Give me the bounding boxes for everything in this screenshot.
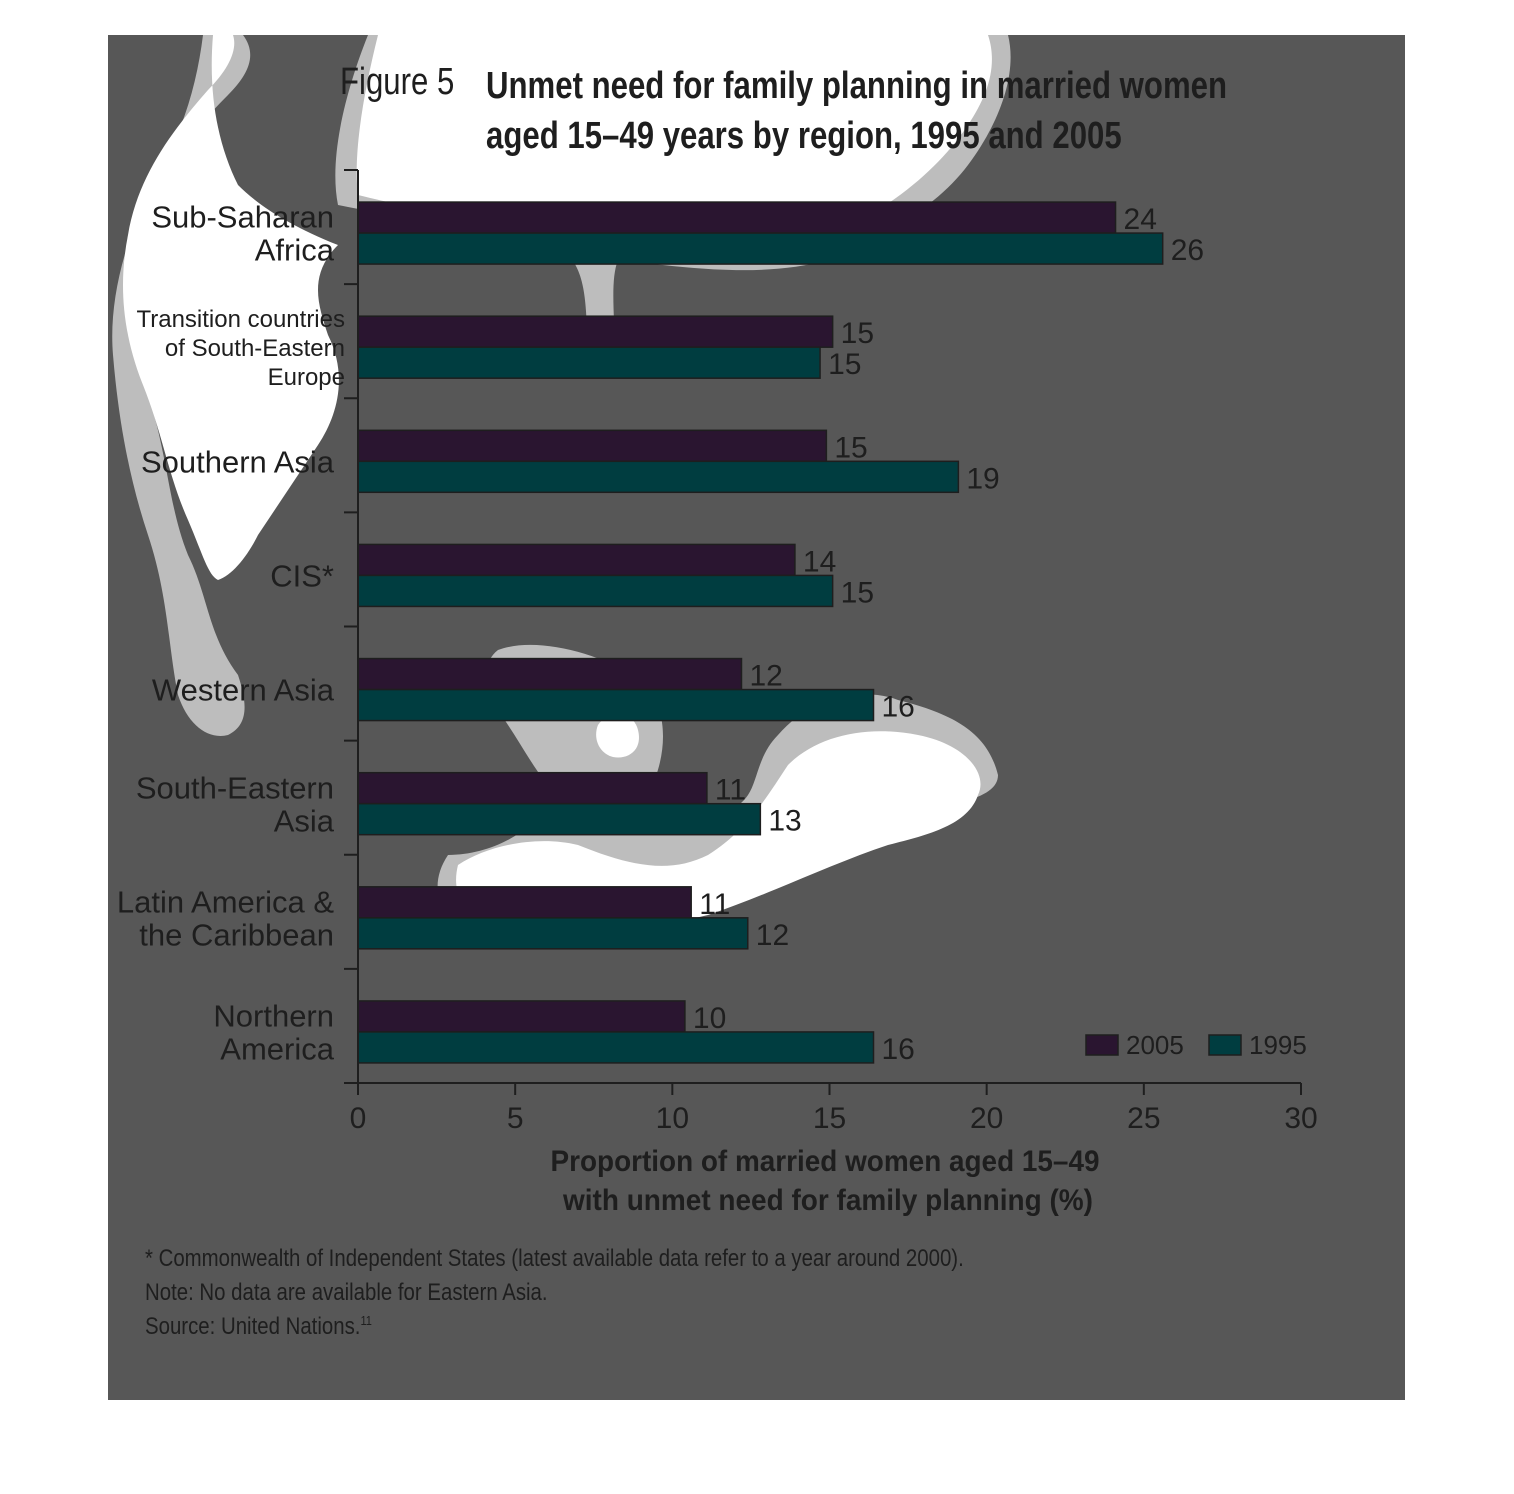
source-text: Source: United Nations.	[145, 1313, 361, 1340]
x-tick-label: 20	[970, 1102, 1003, 1135]
figure-title: Unmet need for family planning in marrie…	[486, 61, 1306, 161]
category-label: South-Eastern	[136, 770, 334, 805]
category-label: Western Asia	[152, 673, 335, 708]
value-label-1995: 16	[882, 691, 915, 724]
note-no-data: Note: No data are available for Eastern …	[145, 1279, 548, 1306]
value-label-1995: 16	[882, 1033, 915, 1066]
bar-2005	[357, 543, 796, 577]
bar-2005	[357, 771, 708, 805]
category-label: Africa	[255, 233, 335, 268]
category-label: Sub-Saharan	[151, 200, 334, 235]
bar-1995	[357, 460, 960, 494]
legend-label-2005: 2005	[1126, 1030, 1184, 1060]
bar-2005	[357, 429, 828, 463]
y-axis-ticks	[344, 169, 358, 1084]
category-label: Southern Asia	[141, 444, 335, 479]
value-label-1995: 15	[841, 576, 874, 609]
x-axis-ticks: 0 5 10 15 20 25 30	[350, 1083, 1318, 1135]
value-label-2005: 12	[749, 660, 782, 693]
source-reference: 11	[360, 1313, 372, 1328]
x-tick-label: 25	[1127, 1102, 1160, 1135]
value-label-2005: 14	[803, 545, 836, 578]
value-label-2005: 15	[841, 317, 874, 350]
category-label: of South-Eastern	[165, 335, 345, 362]
value-label-2005: 24	[1124, 203, 1157, 236]
value-label-2005: 15	[834, 431, 867, 464]
legend-swatch-2005	[1085, 1034, 1119, 1056]
x-axis-title-line1: Proportion of married women aged 15–49	[551, 1145, 1100, 1178]
bar-1995	[357, 917, 749, 950]
bar-1995	[357, 574, 834, 608]
figure-notes: * Commonwealth of Independent States (la…	[145, 1245, 1108, 1347]
category-label: Latin America &	[117, 884, 334, 919]
map-land-fill	[123, 35, 992, 932]
footnote-cis: * Commonwealth of Independent States (la…	[145, 1245, 964, 1272]
category-label: the Caribbean	[139, 917, 334, 952]
bar-2005	[357, 1000, 686, 1033]
value-label-2005: 10	[693, 1002, 726, 1035]
category-label: Europe	[268, 364, 345, 391]
bar-2005	[357, 201, 1117, 234]
x-tick-label: 15	[813, 1102, 846, 1135]
bar-2005	[357, 315, 834, 348]
x-tick-label: 30	[1284, 1102, 1317, 1135]
category-label: Transition countries	[136, 306, 345, 333]
category-label: CIS*	[270, 559, 334, 594]
bar-1995	[357, 802, 762, 836]
bar-1995	[357, 1031, 875, 1064]
value-label-2005: 11	[715, 774, 746, 807]
legend: 2005 1995	[1085, 1030, 1307, 1060]
value-label-1995: 12	[756, 919, 789, 952]
bar-1995	[357, 346, 821, 379]
category-label: Northern	[213, 999, 334, 1034]
bar-2005	[357, 657, 743, 691]
bar-1995	[357, 232, 1164, 265]
figure-label: Figure 5	[340, 61, 455, 103]
value-label-1995: 13	[768, 805, 801, 838]
x-tick-label: 0	[350, 1102, 367, 1135]
legend-swatch-1995	[1208, 1034, 1242, 1056]
figure-panel: Sub-Saharan Africa Transition countries of …	[108, 35, 1405, 1400]
x-tick-label: 5	[507, 1102, 524, 1135]
figure-title-line2: aged 15–49 years by region, 1995 and 200…	[486, 115, 1122, 157]
x-tick-label: 10	[656, 1102, 689, 1135]
value-label-1995: 19	[966, 462, 999, 495]
source-note: Source: United Nations.11	[145, 1313, 964, 1347]
category-label: Asia	[274, 803, 335, 838]
value-label-1995: 26	[1171, 234, 1204, 267]
bar-1995	[357, 688, 875, 722]
bar-2005	[357, 886, 692, 919]
value-label-2005: 11	[699, 888, 730, 921]
category-label: America	[220, 1032, 334, 1067]
bars	[357, 201, 1164, 1064]
legend-label-1995: 1995	[1249, 1030, 1307, 1060]
figure-title-line1: Unmet need for family planning in marrie…	[486, 65, 1228, 107]
x-axis-title-line2: with unmet need for family planning (%)	[562, 1184, 1093, 1217]
value-label-1995: 15	[828, 348, 861, 381]
